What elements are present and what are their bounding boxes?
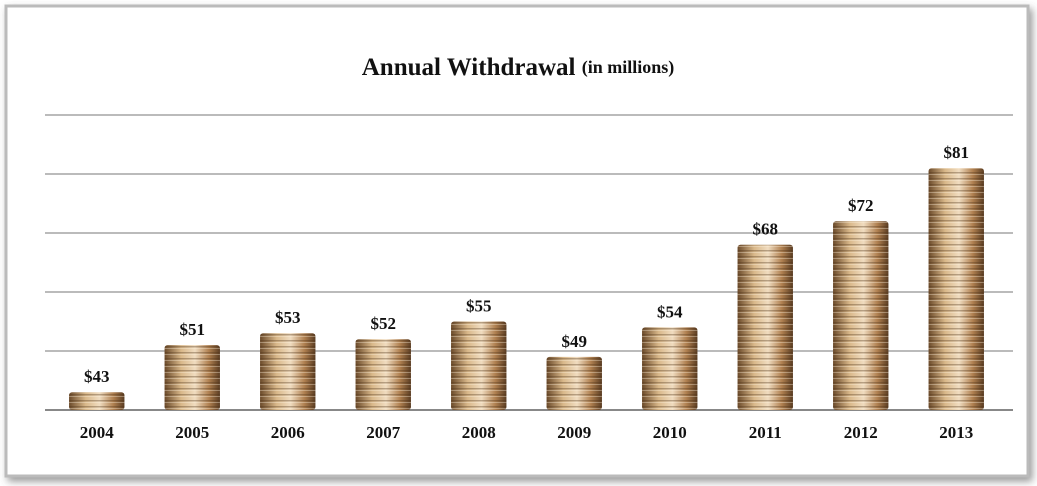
bar-texture [546, 356, 602, 410]
bar-texture [928, 168, 984, 410]
value-label: $43 [84, 367, 110, 386]
chart-title: Annual Withdrawal (in millions) [362, 54, 675, 81]
bar-texture [260, 333, 316, 410]
value-label: $53 [275, 308, 301, 327]
bar-texture [737, 244, 793, 410]
x-tick-label: 2005 [175, 423, 209, 442]
x-tick-label: 2007 [366, 423, 401, 442]
value-label: $72 [848, 196, 874, 215]
x-tick-label: 2012 [844, 423, 878, 442]
x-tick-label: 2006 [271, 423, 305, 442]
value-label: $55 [466, 296, 492, 315]
bar-texture [451, 321, 507, 410]
bar-texture [833, 221, 889, 410]
bar-texture [355, 339, 411, 410]
bar-texture [164, 345, 220, 410]
x-tick-label: 2008 [462, 423, 496, 442]
subtitle: (in millions) [582, 57, 675, 78]
title-text: Annual Withdrawal [362, 54, 576, 81]
bar-texture [642, 327, 698, 410]
value-label: $51 [180, 320, 206, 339]
x-tick-label: 2009 [557, 423, 591, 442]
bar-texture [69, 392, 125, 410]
value-label: $54 [657, 302, 683, 321]
x-tick-label: 2013 [939, 423, 973, 442]
x-tick-label: 2004 [80, 423, 115, 442]
x-tick-label: 2010 [653, 423, 687, 442]
value-label: $68 [753, 220, 779, 239]
value-label: $81 [944, 143, 970, 162]
value-label: $49 [562, 332, 588, 351]
x-tick-label: 2011 [749, 423, 782, 442]
value-label: $52 [371, 314, 397, 333]
